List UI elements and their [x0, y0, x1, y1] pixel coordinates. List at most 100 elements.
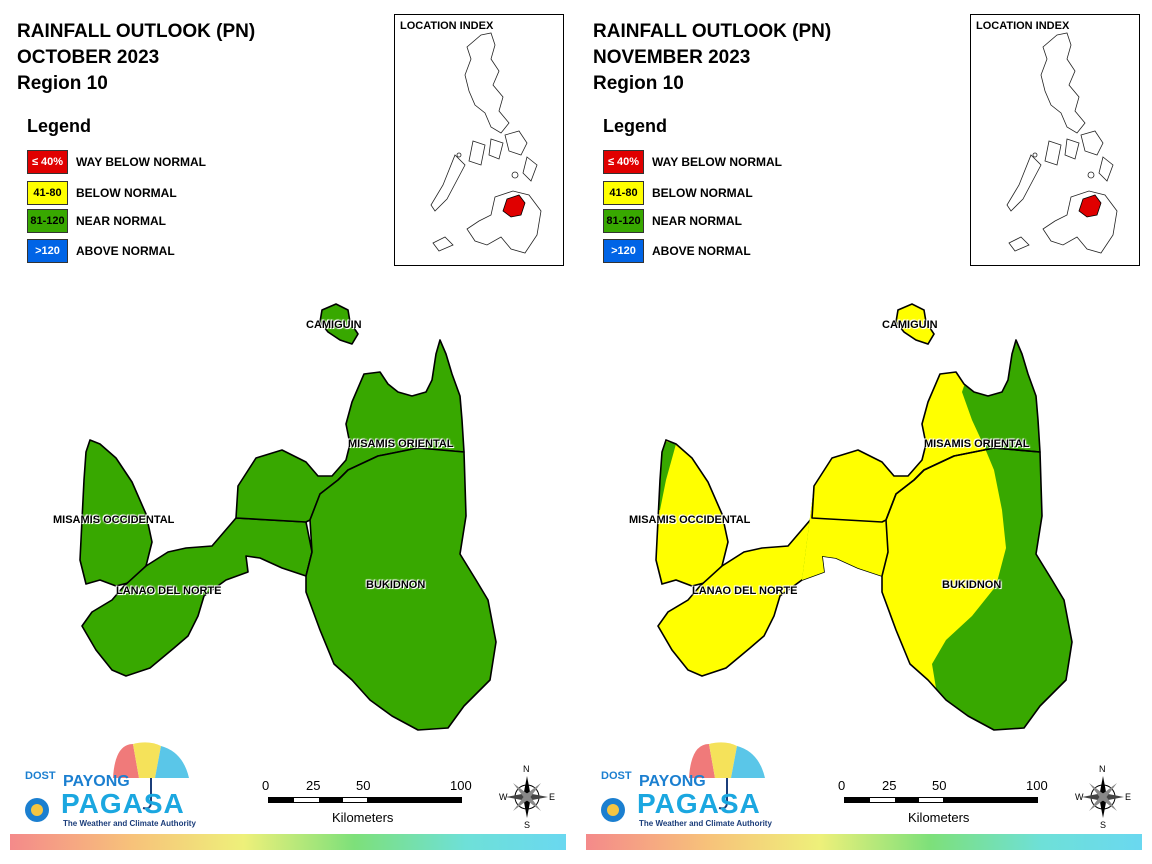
compass-n: N [1099, 764, 1106, 774]
province-label-misamis-oriental: MISAMIS ORIENTAL [924, 438, 1030, 450]
legend-swatch: ≤ 40% [603, 150, 644, 174]
bukidnon-shape [305, 447, 497, 731]
compass-w: W [1075, 792, 1084, 802]
scale-bar: 0 25 50 100 Kilometers [838, 778, 1048, 828]
title-line-2: OCTOBER 2023 [17, 47, 160, 68]
scale-tick: 50 [356, 778, 371, 793]
dost-label: DOST [601, 770, 632, 782]
compass-e: E [549, 792, 556, 802]
compass-e: E [1125, 792, 1132, 802]
scale-bar-segments [268, 797, 462, 803]
province-label-misamis-occidental: MISAMIS OCCIDENTAL [53, 514, 175, 526]
location-index-map: LOCATION INDEX [394, 14, 564, 266]
payong-label: PAYONG [639, 773, 706, 790]
october-panel: RAINFALL OUTLOOK (PN) OCTOBER 2023 Regio… [10, 14, 566, 850]
legend-swatch: >120 [27, 239, 68, 263]
map-title: RAINFALL OUTLOOK (PN) OCTOBER 2023 Regio… [17, 19, 255, 97]
legend-title: Legend [27, 116, 92, 136]
bukidnon-shape [881, 447, 1073, 731]
province-label-lanao-del-norte: LANAO DEL NORTE [692, 585, 798, 597]
dost-label: DOST [25, 770, 56, 782]
legend-item-way-below: ≤ 40% WAY BELOW NORMAL [27, 150, 206, 174]
location-index-label: LOCATION INDEX [976, 20, 1070, 32]
legend-item-near: 81-120 NEAR NORMAL [27, 209, 166, 233]
legend-item-below: 41-80 BELOW NORMAL [27, 181, 177, 205]
province-label-misamis-oriental: MISAMIS ORIENTAL [348, 438, 454, 450]
region-10-map [655, 303, 1073, 731]
legend-swatch: 41-80 [603, 181, 644, 205]
legend-title: Legend [603, 116, 668, 136]
payong-pagasa-logo: DOST PAYONG PAGASA The Weather and Clima… [15, 740, 200, 830]
scale-tick: 0 [262, 778, 270, 793]
scale-bar-segments [844, 797, 1038, 803]
compass-s: S [524, 820, 531, 830]
lanao-del-norte-shape [81, 517, 313, 677]
scale-tick: 100 [1026, 778, 1048, 793]
location-index-label: LOCATION INDEX [400, 20, 494, 32]
color-strip [10, 834, 566, 850]
camiguin-shape [319, 303, 359, 345]
legend-swatch: 41-80 [27, 181, 68, 205]
legend-label: WAY BELOW NORMAL [652, 155, 783, 169]
compass-w: W [499, 792, 508, 802]
province-label-bukidnon: BUKIDNON [942, 579, 1002, 591]
legend-swatch: >120 [603, 239, 644, 263]
legend-label: NEAR NORMAL [76, 214, 166, 228]
philippines-outline-icon [1006, 32, 1118, 254]
legend-label: BELOW NORMAL [652, 186, 753, 200]
compass-rose-icon [506, 776, 548, 818]
misamis-occidental-shape [79, 439, 153, 587]
north-arrow: N S E W [1073, 762, 1133, 832]
compass-rose-icon [1082, 776, 1124, 818]
north-arrow: N S E W [497, 762, 557, 832]
province-label-camiguin: CAMIGUIN [882, 319, 938, 331]
philippines-outline-icon [430, 32, 542, 254]
legend-item-near: 81-120 NEAR NORMAL [603, 209, 742, 233]
title-line-3: Region 10 [593, 73, 684, 94]
legend-item-way-below: ≤ 40% WAY BELOW NORMAL [603, 150, 782, 174]
scale-tick: 50 [932, 778, 947, 793]
pagasa-label: PAGASA [61, 788, 185, 819]
province-label-bukidnon: BUKIDNON [366, 579, 426, 591]
logo-tagline: The Weather and Climate Authority [63, 819, 196, 828]
payong-pagasa-logo: DOST PAYONG PAGASA The Weather and Clima… [591, 740, 776, 830]
logo-tagline: The Weather and Climate Authority [639, 819, 772, 828]
pagasa-label: PAGASA [637, 788, 761, 819]
title-line-1: RAINFALL OUTLOOK (PN) [17, 21, 256, 42]
map-title: RAINFALL OUTLOOK (PN) NOVEMBER 2023 Regi… [593, 19, 831, 97]
scale-tick: 0 [838, 778, 846, 793]
scale-bar: 0 25 50 100 Kilometers [262, 778, 472, 828]
camiguin-shape [895, 303, 935, 345]
umbrella-icon [601, 742, 765, 822]
legend-label: ABOVE NORMAL [76, 244, 175, 258]
location-index-map: LOCATION INDEX [970, 14, 1140, 266]
legend-swatch: 81-120 [27, 209, 68, 233]
scale-units: Kilometers [908, 810, 970, 825]
legend-label: NEAR NORMAL [652, 214, 742, 228]
scale-units: Kilometers [332, 810, 394, 825]
legend-item-above: >120 ABOVE NORMAL [603, 239, 751, 263]
legend-item-above: >120 ABOVE NORMAL [27, 239, 175, 263]
misamis-occidental-shape [655, 438, 729, 587]
province-label-camiguin: CAMIGUIN [306, 319, 362, 331]
compass-n: N [523, 764, 530, 774]
title-line-2: NOVEMBER 2023 [593, 47, 751, 68]
umbrella-icon [25, 742, 189, 822]
scale-tick: 100 [450, 778, 472, 793]
misamis-oriental-bukidnon-fill [802, 340, 1072, 730]
region-10-map [79, 303, 497, 731]
title-line-3: Region 10 [17, 73, 108, 94]
color-strip [586, 834, 1142, 850]
legend-label: WAY BELOW NORMAL [76, 155, 207, 169]
payong-label: PAYONG [63, 773, 130, 790]
title-line-1: RAINFALL OUTLOOK (PN) [593, 21, 832, 42]
province-label-lanao-del-norte: LANAO DEL NORTE [116, 585, 222, 597]
legend-label: ABOVE NORMAL [652, 244, 751, 258]
scale-tick: 25 [882, 778, 897, 793]
scale-tick: 25 [306, 778, 321, 793]
legend-swatch: ≤ 40% [27, 150, 68, 174]
legend-swatch: 81-120 [603, 209, 644, 233]
province-label-misamis-occidental: MISAMIS OCCIDENTAL [629, 514, 751, 526]
compass-s: S [1100, 820, 1107, 830]
legend-item-below: 41-80 BELOW NORMAL [603, 181, 753, 205]
